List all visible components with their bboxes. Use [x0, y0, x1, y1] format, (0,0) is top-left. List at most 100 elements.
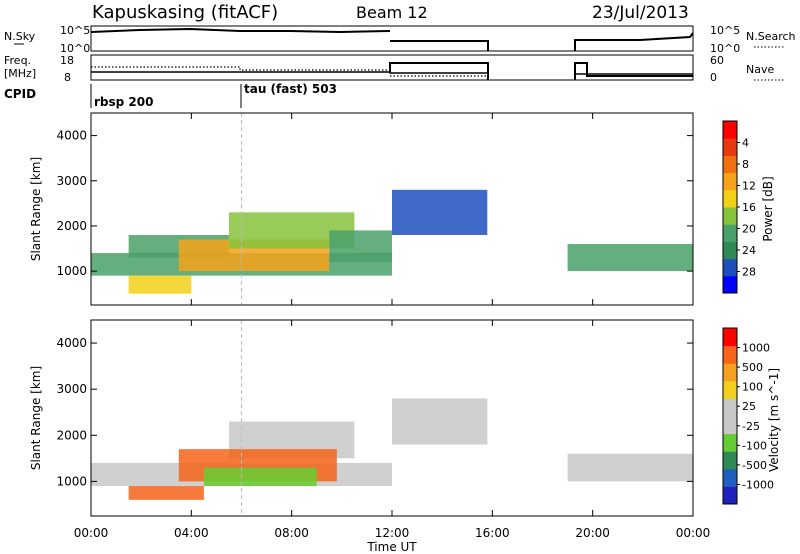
beam-title: Beam 12: [356, 3, 428, 22]
velocity-ytick-label-1: 2000: [56, 428, 87, 442]
velocity-colorbar-tick-label-0: 1000: [742, 342, 770, 355]
power-region-4: [329, 230, 392, 263]
velocity-colorbar-tick-label-1: 500: [742, 361, 763, 374]
power-region-6: [392, 189, 488, 235]
velocity-colorbar-swatch-7: [723, 363, 737, 382]
noise-panel: N.Sky 10^5 10^0 10^5 10^0 N.Search: [4, 24, 796, 55]
power-ytick-label-1: 2000: [56, 219, 87, 233]
power-colorbar-swatch-1: [723, 258, 737, 277]
freq-right-tick-top: 60: [710, 54, 724, 67]
power-heatmap: 1000 2000 3000 4000 Slant Range [km] 4 8 12 16…: [29, 112, 775, 306]
velocity-region-2: [392, 398, 488, 445]
noise-right-label: N.Search: [746, 30, 796, 43]
velocity-colorbar-tick-label-2: 100: [742, 381, 763, 394]
xtick-label-4: 16:00: [475, 526, 510, 540]
power-colorbar: 4 8 12 16 20 24 28: [722, 120, 756, 294]
power-colorbar-swatch-4: [723, 207, 737, 225]
power-colorbar-tick-label-4: 20: [742, 223, 756, 236]
velocity-colorbar-tick-label-7: -1000: [742, 478, 774, 491]
noise-sky-trace-2: [390, 40, 489, 51]
noise-panel-frame: [90, 25, 694, 52]
power-region-5: [128, 275, 192, 294]
velocity-region-3: [567, 453, 693, 482]
velocity-axes: 1000 2000 3000 4000: [56, 320, 694, 516]
power-colorbar-tick-label-3: 16: [742, 201, 756, 214]
freq-left-tick-bottom: 8: [64, 71, 71, 84]
cpid-segment-2: tau (fast) 503: [244, 82, 337, 96]
xtick-label-2: 08:00: [274, 526, 309, 540]
velocity-colorbar-swatch-2: [723, 451, 737, 470]
power-ytick-label-2: 3000: [56, 174, 87, 188]
power-colorbar-tick-label-5: 24: [742, 244, 756, 257]
power-ytick-label-3: 4000: [56, 129, 87, 143]
velocity-colorbar-swatch-3: [723, 433, 737, 452]
power-ylabel: Slant Range [km]: [29, 157, 43, 261]
noise-right-tick-bottom: 10^0: [710, 42, 740, 55]
velocity-colorbar-swatch-5: [723, 398, 737, 417]
xtick-label-3: 12:00: [375, 526, 410, 540]
xaxis-label: Time UT: [366, 540, 417, 554]
power-colorbar-tick-label-6: 28: [742, 266, 756, 279]
velocity-colorbar-label: Velocity [m s^-1]: [767, 368, 781, 472]
power-axes: 1000 2000 3000 4000: [56, 113, 694, 305]
velocity-ylabel: Slant Range [km]: [29, 366, 43, 470]
velocity-region-5: [128, 486, 204, 500]
velocity-ytick-label-0: 1000: [56, 474, 87, 488]
date-title: 23/Jul/2013: [592, 3, 689, 23]
nave-trace-3: [389, 62, 489, 80]
freq-label-2: [MHz]: [4, 67, 36, 80]
cpid-label: CPID: [4, 87, 36, 101]
velocity-ytick-label-3: 4000: [56, 336, 87, 350]
station-title: Kapuskasing (fitACF): [92, 2, 278, 23]
power-cells: [91, 113, 693, 305]
velocity-colorbar-swatch-8: [723, 345, 737, 364]
power-colorbar-swatch-2: [723, 241, 737, 260]
power-colorbar-tick-label-1: 8: [742, 158, 749, 171]
power-region-7: [567, 244, 693, 272]
freq-left-tick-top: 18: [60, 54, 74, 67]
velocity-colorbar: 1000 500 100 25 -25 -100 -500 -1000: [722, 327, 774, 505]
velocity-colorbar-swatch-1: [723, 468, 737, 487]
cpid-segment-1: rbsp 200: [94, 95, 153, 109]
power-colorbar-swatch-6: [723, 172, 737, 191]
xtick-label-6: 00:00: [676, 526, 711, 540]
velocity-ytick-label-2: 3000: [56, 382, 87, 396]
velocity-colorbar-tick-label-3: 25: [742, 400, 756, 413]
xtick-label-5: 20:00: [575, 526, 610, 540]
velocity-colorbar-swatch-6: [723, 380, 737, 399]
noise-left-label: N.Sky: [4, 30, 36, 43]
power-colorbar-tick-label-0: 4: [742, 137, 749, 150]
nave-label: Nave: [746, 63, 774, 76]
velocity-colorbar-tick-label-4: -25: [742, 420, 760, 433]
noise-sky-trace-1: [90, 27, 391, 34]
cpid-row: CPID rbsp 200 tau (fast) 503: [4, 82, 337, 109]
power-colorbar-swatch-7: [723, 155, 737, 174]
noise-left-tick-bottom: 10^0: [60, 42, 90, 55]
noise-left-tick-top: 10^5: [60, 24, 90, 37]
velocity-colorbar-frame: [722, 327, 738, 505]
velocity-cells: [91, 320, 693, 516]
power-colorbar-swatch-8: [723, 138, 737, 156]
power-ytick-label-0: 1000: [56, 264, 87, 278]
power-colorbar-swatch-0: [723, 275, 737, 294]
freq-panel: Freq. [MHz] 18 8 60 0 Nave: [4, 54, 784, 84]
power-colorbar-tick-label-2: 12: [742, 180, 756, 193]
power-colorbar-label: Power [dB]: [761, 176, 775, 241]
velocity-colorbar-swatch-9: [723, 328, 737, 347]
velocity-colorbar-swatch-4: [723, 416, 737, 435]
noise-right-tick-top: 10^5: [710, 24, 740, 37]
freq-right-tick-bottom: 0: [710, 71, 717, 84]
velocity-colorbar-tick-label-6: -500: [742, 459, 767, 472]
xtick-label-0: 00:00: [74, 526, 109, 540]
nave-trace-1: [91, 66, 390, 71]
power-colorbar-swatch-3: [723, 224, 737, 242]
xtick-label-1: 04:00: [174, 526, 209, 540]
power-colorbar-swatch-9: [723, 121, 737, 139]
time-axis: 00:00 04:00 08:00 12:00 16:00 20:00 00:00: [74, 526, 711, 540]
nave-trace-4: [574, 62, 693, 80]
noise-sky-trace-3: [574, 32, 694, 51]
velocity-colorbar-tick-label-5: -100: [742, 439, 767, 452]
velocity-region-6: [203, 467, 317, 487]
velocity-colorbar-swatch-0: [723, 486, 737, 505]
